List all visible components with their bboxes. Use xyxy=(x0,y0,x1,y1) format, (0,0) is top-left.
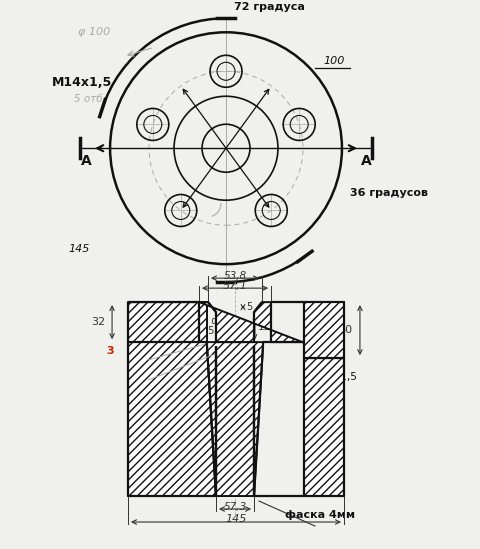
Text: 40: 40 xyxy=(339,325,353,335)
Text: 3: 3 xyxy=(106,346,114,356)
Polygon shape xyxy=(128,302,216,496)
Text: М14х1,5: М14х1,5 xyxy=(52,76,112,89)
Text: 53,8: 53,8 xyxy=(224,271,247,281)
Text: фаска 4мм: фаска 4мм xyxy=(285,510,355,520)
Text: 32: 32 xyxy=(91,317,105,327)
Polygon shape xyxy=(304,302,344,358)
Text: 57,3: 57,3 xyxy=(224,502,247,512)
Text: 60°: 60° xyxy=(146,362,163,372)
Polygon shape xyxy=(199,302,344,496)
Text: 145: 145 xyxy=(225,514,247,524)
Text: 5 отб: 5 отб xyxy=(74,94,103,104)
Text: М14х1,5: М14х1,5 xyxy=(312,372,357,382)
Text: 57,1: 57,1 xyxy=(223,281,248,291)
Text: 15: 15 xyxy=(258,322,271,332)
Text: 2 фаски: 2 фаски xyxy=(202,316,243,326)
Text: φ 26: φ 26 xyxy=(136,312,159,322)
Text: 5 отб: 5 отб xyxy=(132,464,159,474)
Text: φ 15: φ 15 xyxy=(132,474,154,484)
Text: φ 100: φ 100 xyxy=(78,27,110,37)
Text: A: A xyxy=(360,154,372,168)
Text: 72 градуса: 72 градуса xyxy=(234,2,305,12)
Text: 36 градусов: 36 градусов xyxy=(350,188,428,198)
Text: 45 град.: 45 град. xyxy=(202,326,245,336)
Text: 145: 145 xyxy=(68,244,89,254)
Text: A: A xyxy=(81,154,92,168)
Text: 100: 100 xyxy=(323,56,345,66)
Text: 5: 5 xyxy=(246,302,252,312)
